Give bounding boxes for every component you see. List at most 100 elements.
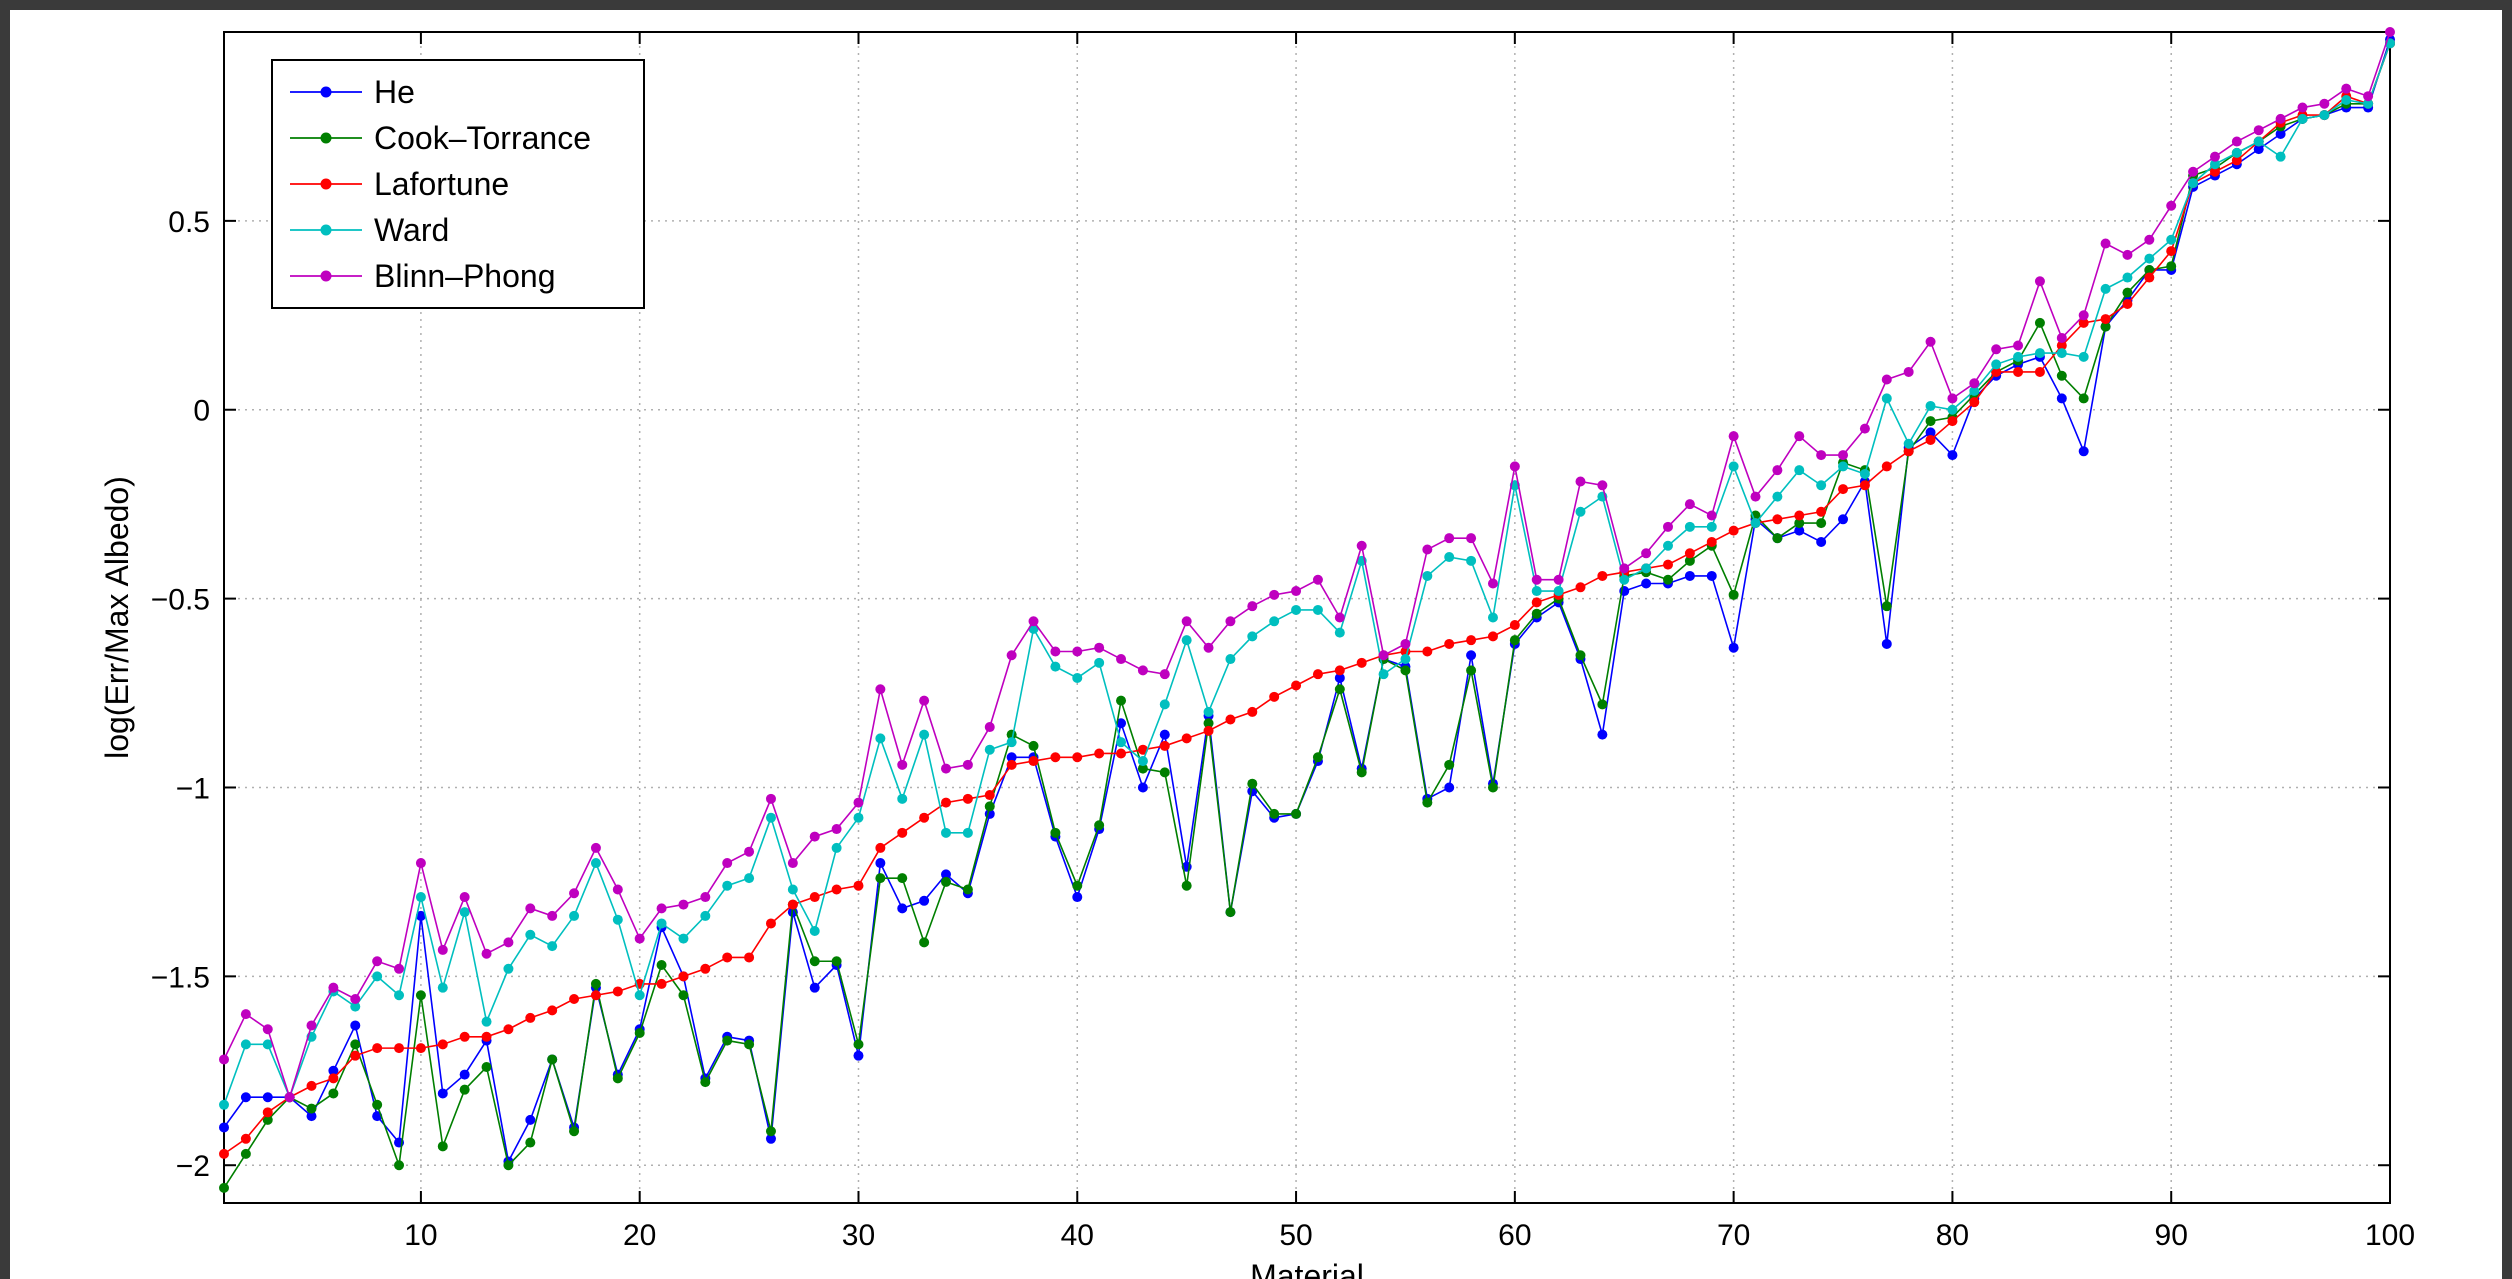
data-point bbox=[1072, 752, 1083, 763]
data-point bbox=[941, 876, 951, 887]
data-point bbox=[1006, 737, 1017, 748]
data-point bbox=[1050, 661, 1061, 672]
data-point bbox=[1641, 563, 1652, 574]
data-point bbox=[481, 1016, 492, 1027]
data-point bbox=[1444, 638, 1455, 649]
data-point bbox=[2056, 348, 2067, 359]
data-point bbox=[1684, 570, 1695, 581]
series-line bbox=[223, 43, 2391, 1189]
data-point bbox=[394, 1043, 405, 1054]
data-point bbox=[2034, 366, 2045, 377]
data-point bbox=[2122, 298, 2133, 309]
data-point bbox=[1137, 665, 1148, 676]
data-point bbox=[984, 790, 995, 801]
data-point bbox=[897, 903, 908, 914]
legend-swatch-marker bbox=[320, 270, 332, 282]
data-point bbox=[1181, 616, 1192, 627]
data-point bbox=[941, 827, 951, 838]
data-point bbox=[2297, 113, 2308, 124]
series-lafortune bbox=[219, 38, 2395, 1159]
data-point bbox=[744, 952, 755, 963]
data-point bbox=[569, 994, 580, 1005]
data-point bbox=[1203, 642, 1214, 653]
data-point bbox=[2275, 151, 2286, 162]
data-point bbox=[1487, 612, 1498, 623]
data-point bbox=[765, 1126, 776, 1137]
data-point bbox=[1575, 476, 1586, 487]
data-point bbox=[1312, 574, 1323, 585]
data-point bbox=[1969, 378, 1980, 389]
data-point bbox=[744, 873, 755, 884]
data-point bbox=[525, 1012, 536, 1023]
data-point bbox=[1225, 616, 1236, 627]
legend-entry-label: Ward bbox=[374, 212, 449, 248]
line-chart: 10 20 30 40 50 60 70 80 90 100 −2 −1.5 −1 −0.5 0 0.5 Ma… bbox=[99, 27, 2415, 1279]
legend-entry-label: He bbox=[374, 74, 415, 110]
data-point bbox=[240, 1092, 251, 1103]
data-point bbox=[656, 918, 667, 929]
data-point bbox=[1881, 461, 1892, 472]
data-point bbox=[1531, 574, 1542, 585]
data-point bbox=[525, 1114, 536, 1125]
data-point bbox=[2231, 155, 2242, 166]
data-point bbox=[2034, 317, 2045, 328]
data-point bbox=[1728, 589, 1739, 600]
data-point bbox=[1159, 740, 1170, 751]
data-point bbox=[1619, 574, 1630, 585]
data-point bbox=[394, 990, 405, 1001]
data-point bbox=[2144, 234, 2155, 245]
data-point bbox=[1816, 536, 1827, 547]
data-point bbox=[2078, 351, 2089, 362]
y-tick-label: −2 bbox=[176, 1150, 210, 1183]
data-point bbox=[1641, 548, 1652, 559]
figure-frame: 10 20 30 40 50 60 70 80 90 100 −2 −1.5 −1 −0.5 0 0.5 Ma… bbox=[10, 10, 2502, 1279]
data-point bbox=[262, 1092, 273, 1103]
data-point bbox=[1969, 385, 1980, 396]
data-point bbox=[1137, 756, 1148, 767]
data-point bbox=[1334, 665, 1345, 676]
data-point bbox=[1816, 480, 1827, 491]
data-point bbox=[2166, 234, 2177, 245]
data-point bbox=[481, 1031, 492, 1042]
data-point bbox=[590, 990, 601, 1001]
data-point bbox=[897, 759, 908, 770]
data-point bbox=[897, 873, 908, 884]
data-point bbox=[678, 990, 689, 1001]
data-point bbox=[2078, 310, 2089, 321]
data-point bbox=[897, 827, 908, 838]
series-line bbox=[223, 31, 2391, 1100]
data-point bbox=[1575, 582, 1586, 593]
data-point bbox=[1116, 695, 1127, 706]
data-point bbox=[1422, 646, 1433, 657]
data-point bbox=[1597, 729, 1608, 740]
data-point bbox=[787, 858, 798, 869]
data-point bbox=[1291, 586, 1302, 597]
data-point bbox=[1903, 366, 1914, 377]
data-point bbox=[1509, 620, 1520, 631]
data-point bbox=[1684, 548, 1695, 559]
data-point bbox=[1509, 461, 1520, 472]
data-point bbox=[700, 910, 711, 921]
data-point bbox=[437, 944, 448, 955]
x-tick-label: 40 bbox=[1061, 1219, 1094, 1252]
data-point bbox=[612, 986, 623, 997]
data-point bbox=[240, 1009, 251, 1020]
legend-entry-label: Lafortune bbox=[374, 166, 509, 202]
series-blinn-phong bbox=[219, 27, 2395, 1103]
data-point bbox=[612, 884, 623, 895]
data-point bbox=[1159, 699, 1170, 710]
x-tick-label: 80 bbox=[1936, 1219, 1969, 1252]
data-point bbox=[1881, 393, 1892, 404]
data-point bbox=[2166, 261, 2177, 272]
data-point bbox=[1334, 672, 1345, 683]
data-point bbox=[1291, 680, 1302, 691]
data-point bbox=[1006, 650, 1017, 661]
data-point bbox=[481, 948, 492, 959]
data-point bbox=[678, 899, 689, 910]
data-point bbox=[1728, 431, 1739, 442]
data-point bbox=[831, 824, 842, 835]
x-tick-label: 20 bbox=[623, 1219, 656, 1252]
data-point bbox=[2275, 128, 2286, 139]
data-point bbox=[634, 1028, 645, 1039]
data-point bbox=[284, 1092, 295, 1103]
